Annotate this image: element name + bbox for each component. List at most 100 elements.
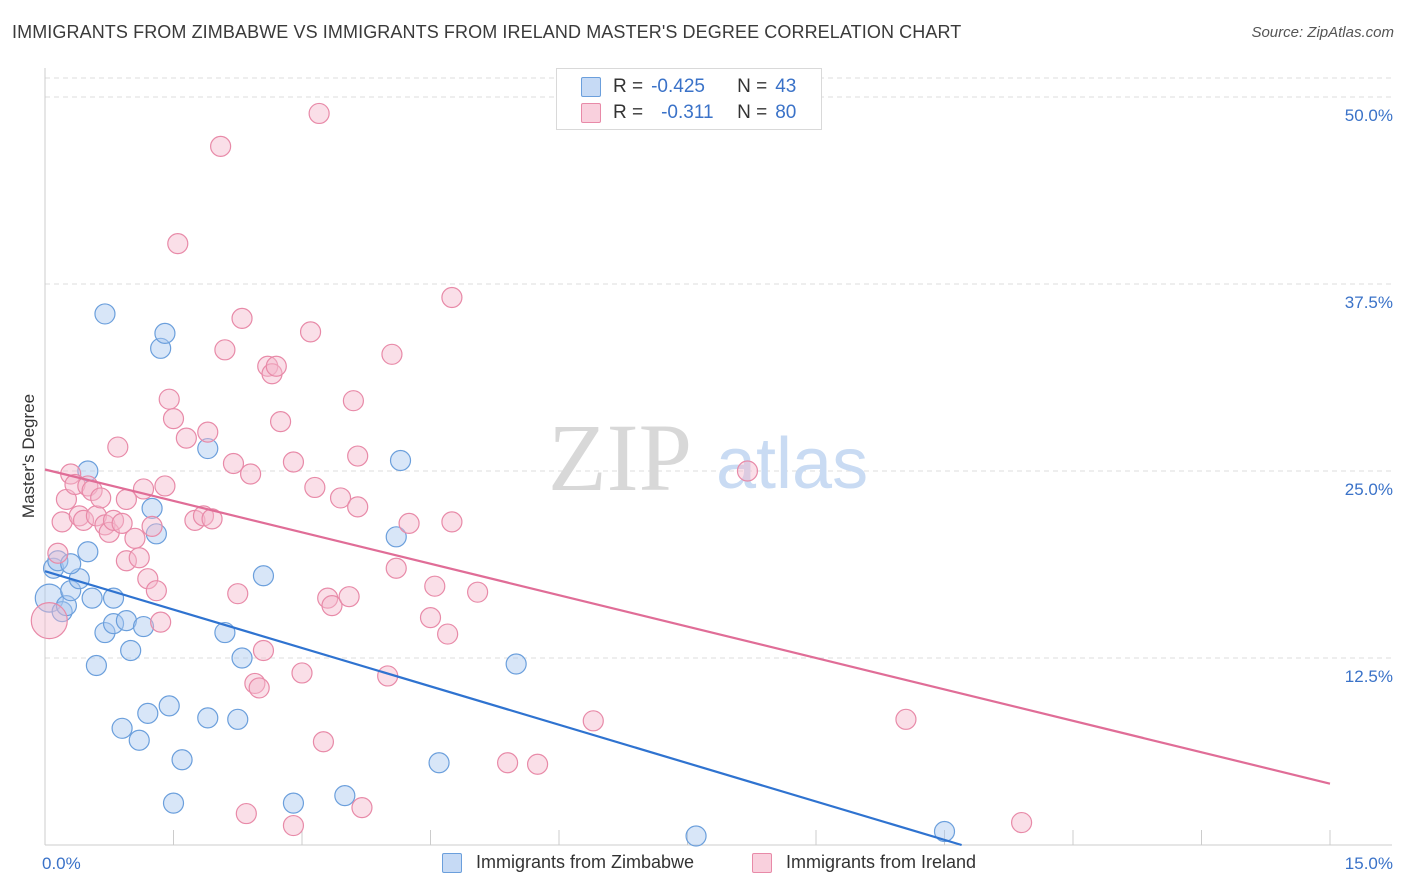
legend-n-label: N = [737, 102, 768, 123]
zimbabwe-point [111, 717, 133, 739]
ireland-point [47, 542, 69, 564]
legend-swatch-ireland [581, 103, 601, 123]
ireland-point [124, 527, 146, 549]
ireland-point [210, 135, 232, 157]
ireland-point [192, 505, 215, 527]
zimbabwe-point [94, 303, 116, 325]
axes [44, 68, 1392, 846]
zimbabwe-point [132, 615, 155, 638]
zimbabwe-point [120, 639, 142, 662]
ireland-point [526, 753, 549, 775]
zimbabwe-point [154, 322, 176, 344]
zimbabwe-point [158, 695, 180, 717]
ireland-point [222, 452, 245, 475]
zimbabwe-point [685, 825, 707, 847]
ireland-point [736, 460, 759, 482]
ireland-point [351, 796, 373, 819]
ireland-point [51, 511, 73, 533]
ireland-point [115, 550, 137, 572]
ireland-point [167, 233, 189, 255]
zimbabwe-point [282, 792, 305, 814]
x-tick-label: 15.0% [1345, 854, 1393, 873]
legend-n-value: 80 [775, 102, 797, 123]
legend-row-zimbabwe: R = -0.425 N = 43 [581, 74, 796, 100]
ireland-point [381, 343, 403, 365]
ireland-point [419, 607, 442, 629]
y-tick-label: 37.5% [1345, 293, 1393, 312]
zimbabwe-point [428, 752, 450, 774]
zimbabwe-point [933, 820, 956, 843]
ireland-point [102, 509, 125, 531]
gridlines [45, 77, 1392, 659]
zimbabwe-point [102, 612, 125, 635]
ireland-point [85, 505, 108, 527]
ireland-point [240, 463, 262, 485]
ireland-point [291, 662, 313, 684]
zimbabwe-point [231, 647, 253, 669]
ireland-point [441, 286, 463, 309]
ireland-point [214, 339, 236, 361]
zimbabwe-point [334, 785, 356, 807]
ireland-point [347, 445, 369, 467]
zimbabwe-point [385, 526, 407, 548]
ireland-point [299, 321, 322, 343]
zimbabwe-point [505, 653, 527, 675]
y-tick-label: 50.0% [1345, 106, 1393, 125]
zimbabwe-point [389, 449, 412, 472]
zimbabwe-point [197, 437, 219, 460]
ireland-point [582, 710, 604, 732]
zimbabwe-point [227, 708, 249, 730]
ireland-point [115, 488, 137, 511]
zimbabwe-point [252, 565, 275, 587]
ireland-point [90, 487, 112, 509]
ireland-point [308, 102, 330, 125]
watermark-atlas: atlas [716, 424, 868, 504]
ireland-point [437, 623, 459, 645]
ireland-point [385, 557, 407, 579]
ireland-point [342, 390, 364, 412]
x-tick-labels: 0.0% 15.0% [42, 854, 1393, 873]
ireland-point [269, 411, 292, 433]
zimbabwe-point [81, 587, 103, 609]
watermark: ZIP atlas [548, 404, 868, 511]
zimbabwe-points [34, 303, 956, 847]
ireland-point [98, 521, 120, 543]
zimbabwe-point [47, 550, 69, 572]
zimbabwe-point [94, 621, 116, 644]
ireland-point [304, 476, 326, 499]
ireland-point [312, 731, 335, 753]
ireland-point [150, 611, 172, 633]
ireland-point [398, 512, 420, 534]
legend-r-value: -0.425 [651, 76, 705, 97]
ireland-point [282, 814, 305, 837]
ireland-point [329, 487, 352, 509]
ireland-point [201, 508, 223, 530]
zimbabwe-point [137, 702, 159, 724]
ireland-point [248, 677, 270, 699]
zimbabwe-point [128, 729, 150, 751]
trend-lines [44, 468, 1331, 847]
ireland-point [424, 575, 446, 597]
y-tick-label: 25.0% [1345, 480, 1393, 499]
legend-r-label: R = [613, 102, 644, 123]
bottom-legend-ireland: Immigrants from Ireland [752, 852, 976, 873]
ireland-point [235, 802, 257, 825]
ireland-point [231, 307, 253, 330]
legend-row-ireland: R = -0.311 N = 80 [581, 100, 796, 126]
ireland-point [154, 475, 176, 497]
ireland-point [197, 421, 219, 443]
ireland-point [347, 496, 369, 518]
zimbabwe-point [85, 654, 108, 677]
y-tick-label: 12.5% [1345, 667, 1393, 686]
ireland-point [321, 595, 343, 617]
ireland-point [252, 639, 275, 662]
zimbabwe-point [77, 541, 99, 563]
source-label: Source: ZipAtlas.com [1251, 24, 1394, 41]
bottom-legend-label-zimbabwe: Immigrants from Zimbabwe [476, 852, 695, 872]
ireland-point [227, 583, 249, 605]
zimbabwe-trend-line [44, 570, 962, 847]
legend-n-value: 43 [775, 76, 797, 97]
ireland-point [282, 451, 305, 473]
y-axis-label: Master's Degree [19, 394, 38, 518]
